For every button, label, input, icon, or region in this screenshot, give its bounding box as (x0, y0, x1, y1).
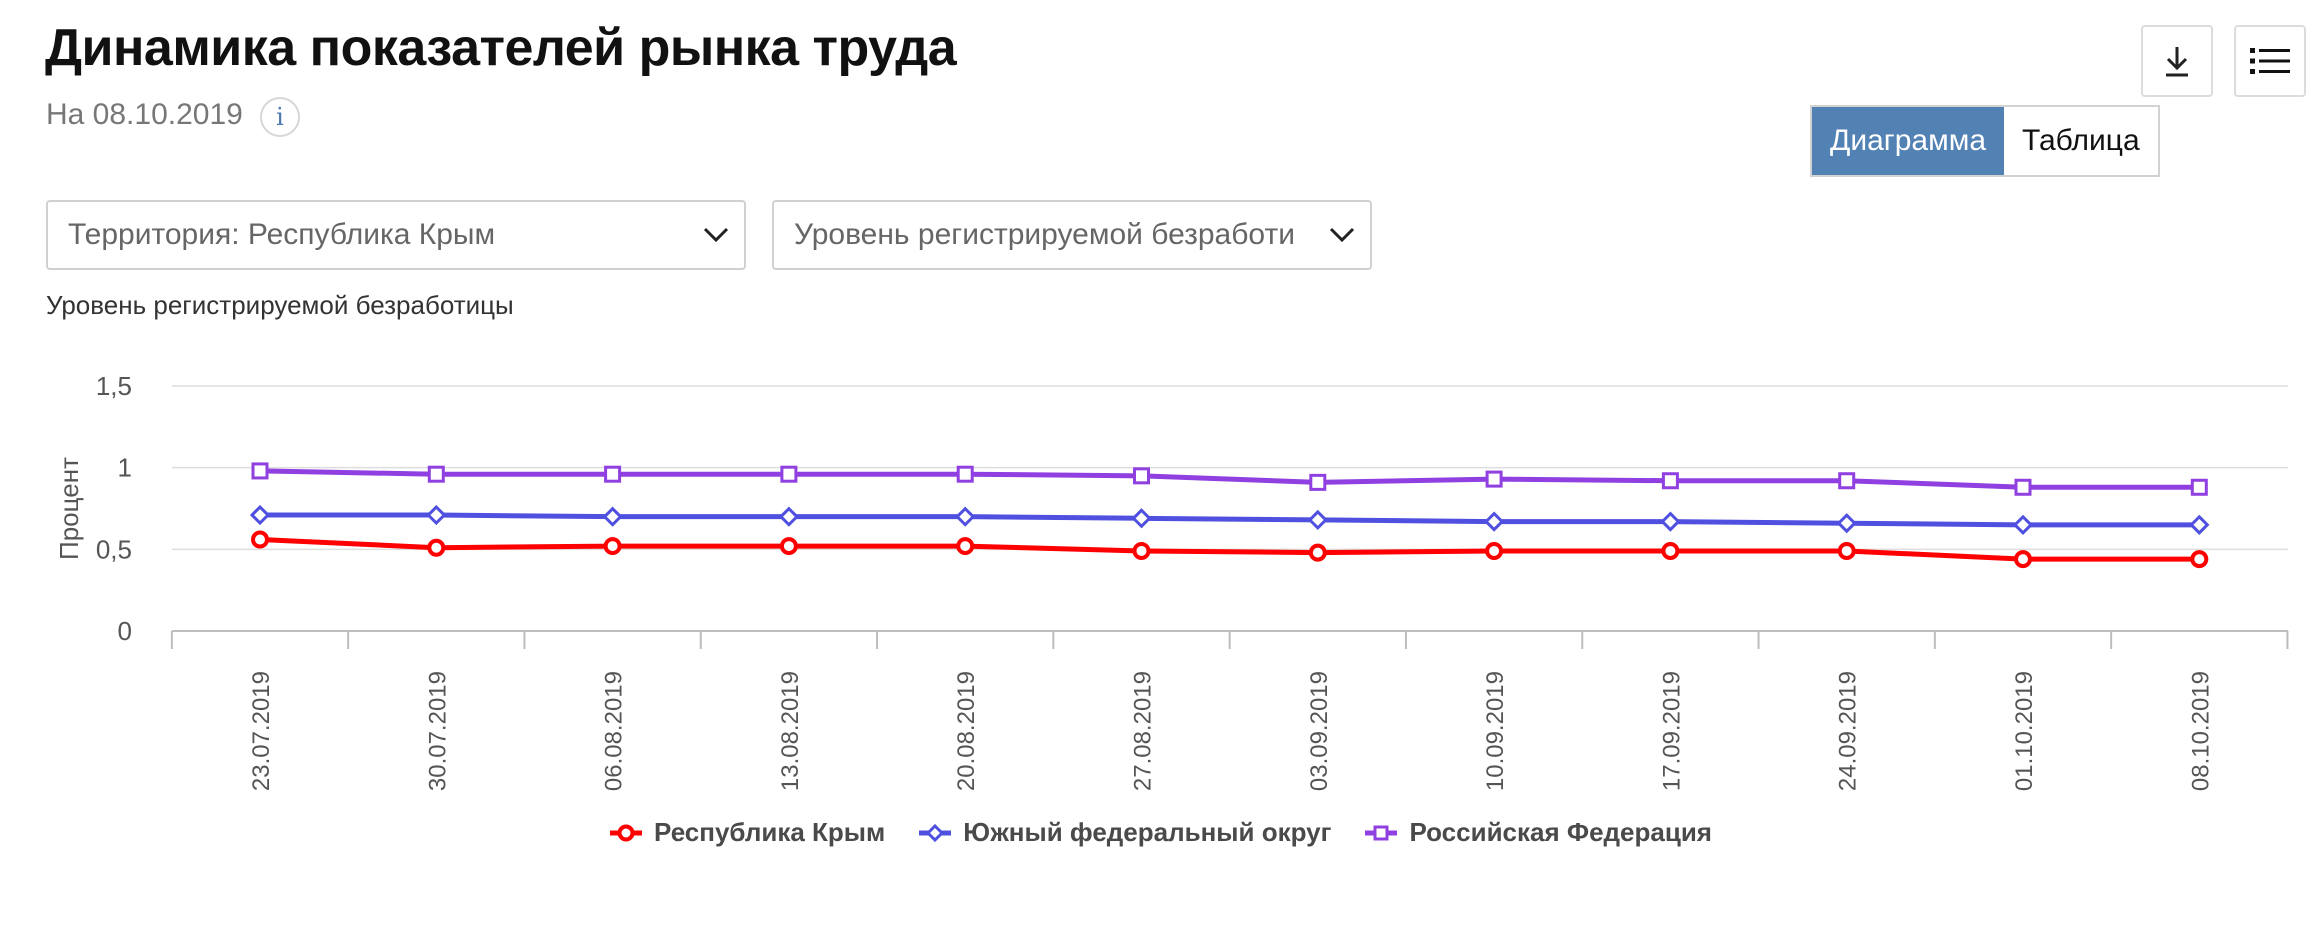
legend-item-crimea[interactable]: Республика Крым (610, 817, 885, 848)
tab-chart[interactable]: Диаграмма (1812, 107, 2005, 175)
x-tick-label: 01.10.2019 (2011, 671, 2038, 791)
data-point (2190, 550, 2209, 569)
series-line (259, 468, 2200, 490)
chart-menu-button[interactable] (2234, 25, 2306, 97)
x-tick-label: 17.09.2019 (1658, 671, 1685, 791)
indicator-select-value: Уровень регистрируемой безработи (794, 218, 1295, 251)
data-point (2012, 514, 2034, 535)
x-tick-label: 20.08.2019 (953, 671, 980, 791)
legend-item-russia[interactable]: Российская Федерация (1365, 817, 1712, 848)
data-point (427, 465, 445, 483)
y-axis-title: Процент (54, 457, 84, 560)
data-point (1485, 470, 1503, 488)
x-tick-label: 03.09.2019 (1306, 671, 1333, 791)
circle-marker-icon (610, 824, 642, 841)
data-point (1483, 511, 1505, 532)
chevron-down-icon (703, 227, 729, 243)
data-point (604, 465, 622, 483)
as-of-date: На 08.10.2019 (46, 98, 243, 131)
data-point (1838, 472, 1856, 490)
data-point (2190, 478, 2208, 496)
data-point (1133, 467, 1150, 485)
square-marker-icon (1365, 825, 1398, 840)
legend-label: Республика Крым (654, 817, 886, 847)
y-tick-label: 1 (118, 453, 132, 483)
data-point (1660, 511, 1681, 532)
y-tick-label: 0 (118, 616, 132, 646)
x-tick-label: 13.08.2019 (777, 671, 804, 791)
legend-item-south[interactable]: Южный федеральный округ (919, 817, 1331, 848)
data-point (1308, 543, 1327, 562)
data-point (955, 506, 976, 527)
x-tick-label: 23.07.2019 (248, 671, 275, 791)
x-tick-label: 06.08.2019 (601, 671, 628, 791)
data-point (778, 506, 800, 527)
chevron-down-icon (1329, 227, 1355, 243)
data-point (426, 504, 447, 526)
data-point (1661, 472, 1679, 490)
data-point (1131, 508, 1152, 529)
x-tick-label: 10.09.2019 (1482, 671, 1509, 791)
download-button[interactable] (2141, 25, 2213, 97)
data-point (1485, 541, 1504, 560)
chart-caption: Уровень регистрируемой безработицы (46, 290, 514, 320)
list-menu-icon (2250, 48, 2290, 74)
x-tick-label: 24.09.2019 (1835, 671, 1862, 791)
data-point (2014, 550, 2032, 569)
chart-legend: Республика Крым Южный федеральный округ … (0, 817, 2322, 848)
data-point (2014, 478, 2032, 496)
data-point (956, 537, 975, 556)
y-tick-label: 1,5 (96, 371, 132, 401)
data-point (779, 537, 798, 556)
data-point (1132, 541, 1151, 560)
data-point (780, 465, 798, 483)
view-toggle: Диаграмма Таблица (1810, 105, 2160, 177)
diamond-marker-icon (919, 823, 952, 842)
territory-select-value: Территория: Республика Крым (68, 218, 496, 251)
line-chart: 0 0,5 1 1,5 Процент 23.07.2019 30.07.2019 06.08… (54, 371, 2289, 791)
info-icon[interactable]: i (260, 97, 300, 137)
x-tick-label: 30.07.2019 (424, 671, 451, 791)
data-point (1307, 509, 1328, 531)
data-point (2189, 514, 2210, 535)
data-point (1309, 473, 1327, 491)
data-point (251, 462, 269, 480)
indicator-select[interactable]: Уровень регистрируемой безработи (772, 200, 1372, 270)
data-point (251, 530, 269, 549)
legend-label: Южный федеральный округ (963, 817, 1332, 847)
territory-select[interactable]: Территория: Республика Крым (46, 200, 746, 270)
y-tick-label: 0,5 (96, 534, 132, 564)
data-point (603, 537, 622, 556)
page-title: Динамика показателей рынка труда (45, 19, 957, 77)
data-point (602, 506, 623, 527)
x-tick-label: 27.08.2019 (1130, 671, 1157, 791)
data-point (249, 504, 271, 526)
download-icon (2166, 47, 2188, 77)
data-point (956, 465, 974, 483)
data-point (1661, 541, 1680, 560)
legend-label: Российская Федерация (1409, 817, 1712, 847)
data-point (1836, 513, 1857, 534)
x-tick-label: 08.10.2019 (2187, 671, 2214, 791)
tab-table[interactable]: Таблица (2004, 107, 2158, 175)
series-line (259, 537, 2200, 562)
series-line (260, 512, 2200, 528)
data-point (1837, 541, 1856, 560)
data-point (427, 538, 446, 557)
